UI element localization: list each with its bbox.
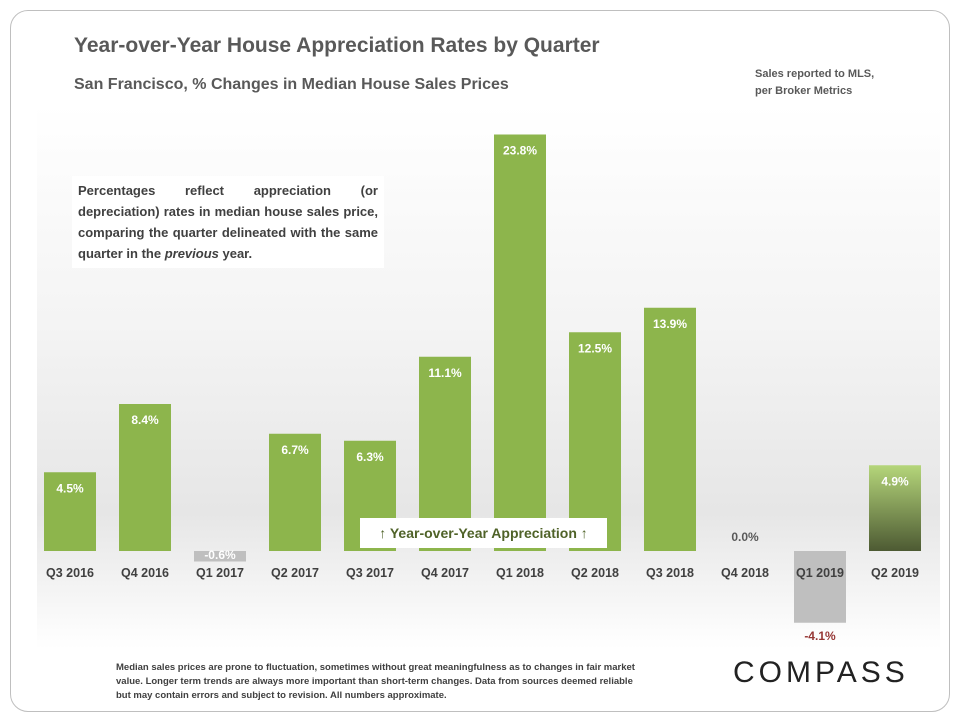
x-tick-label: Q1 2017 (196, 566, 244, 580)
data-label: 12.5% (578, 341, 612, 355)
disclaimer-footer: Median sales prices are prone to fluctua… (116, 662, 635, 701)
data-label: -4.1% (804, 629, 836, 643)
bar-q1-2017 (194, 551, 246, 562)
bar-q1-2019 (794, 551, 846, 623)
x-tick-label: Q4 2017 (421, 566, 469, 580)
data-label: 23.8% (503, 144, 537, 158)
bar-q1-2018 (494, 134, 546, 551)
bar-q3-2016 (44, 472, 96, 551)
data-label: 4.9% (881, 474, 909, 488)
source-line: Sales reported to MLS, (755, 68, 875, 80)
note-text: Percentages reflect appreciation (or dep… (78, 183, 378, 261)
bar-q2-2019 (869, 465, 921, 551)
frame-border (10, 10, 950, 712)
note-text-end: year. (218, 246, 253, 261)
note-italic: previous (164, 246, 219, 261)
appreciation-callout: ↑ Year-over-Year Appreciation ↑ (360, 518, 607, 548)
compass-logo: COMPASS (733, 656, 909, 689)
data-label: 0.0% (731, 530, 759, 544)
explanation-note: Percentages reflect appreciation (or dep… (72, 176, 384, 268)
data-label: -0.6% (204, 548, 236, 562)
chart-title: Year-over-Year House Appreciation Rates … (74, 34, 600, 57)
x-tick-label: Q2 2019 (871, 566, 919, 580)
x-tick-label: Q4 2018 (721, 566, 769, 580)
source-line: per Broker Metrics (755, 85, 853, 97)
data-label: 13.9% (653, 317, 687, 331)
x-tick-label: Q3 2017 (346, 566, 394, 580)
x-tick-label: Q3 2018 (646, 566, 694, 580)
x-tick-label: Q2 2018 (571, 566, 619, 580)
source-note: Sales reported to MLS, per Broker Metric… (755, 66, 874, 100)
x-tick-label: Q3 2016 (46, 566, 94, 580)
bar-q2-2017 (269, 433, 321, 551)
data-label: 11.1% (428, 366, 462, 380)
chart-subtitle: San Francisco, % Changes in Median House… (74, 76, 509, 93)
x-tick-label: Q4 2016 (121, 566, 169, 580)
bar-q3-2018 (644, 307, 696, 551)
bar-q4-2016 (119, 404, 171, 551)
bar-q2-2018 (569, 332, 621, 551)
x-tick-label: Q1 2018 (496, 566, 544, 580)
data-label: 4.5% (56, 481, 84, 495)
x-tick-label: Q2 2017 (271, 566, 319, 580)
data-label: 6.7% (281, 443, 309, 457)
data-label: 6.3% (356, 450, 384, 464)
data-label: 8.4% (131, 413, 159, 427)
x-tick-label: Q1 2019 (796, 566, 844, 580)
